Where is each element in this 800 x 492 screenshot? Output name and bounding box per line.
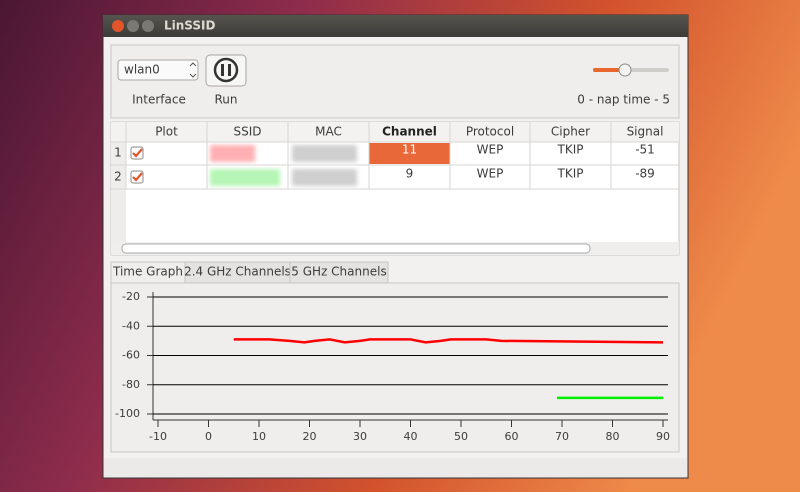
pause-icon bbox=[213, 57, 239, 83]
column-header[interactable]: Cipher bbox=[551, 125, 590, 139]
close-button[interactable] bbox=[112, 20, 124, 32]
slider-fill bbox=[593, 68, 623, 72]
column-header[interactable]: Plot bbox=[155, 125, 178, 139]
tab-label[interactable]: 2.4 GHz Channels bbox=[184, 265, 291, 279]
combo-arrows bbox=[189, 62, 197, 78]
status-bar bbox=[104, 458, 687, 477]
series-line bbox=[233, 338, 664, 344]
row-number: 2 bbox=[114, 170, 122, 184]
row-number: 1 bbox=[114, 146, 122, 160]
table-header bbox=[111, 122, 679, 142]
cell-signal: -89 bbox=[635, 167, 655, 181]
minimize-button[interactable] bbox=[127, 20, 139, 32]
y-tick-label: -100 bbox=[115, 407, 140, 420]
x-tick-label: 0 bbox=[205, 430, 212, 443]
x-tick-label: 10 bbox=[252, 430, 266, 443]
blurred-mac bbox=[292, 145, 357, 162]
interface-combo[interactable] bbox=[117, 59, 199, 81]
cell-protocol: WEP bbox=[477, 143, 504, 157]
interface-label: Interface bbox=[132, 93, 186, 107]
pause-bar bbox=[228, 64, 231, 76]
nap-label: 0 - nap time - 5 bbox=[577, 93, 670, 107]
column-header[interactable]: Signal bbox=[627, 125, 664, 139]
run-label: Run bbox=[214, 93, 237, 107]
slider-handle[interactable] bbox=[618, 63, 632, 77]
column-header[interactable]: SSID bbox=[233, 125, 261, 139]
x-tick-label: 60 bbox=[505, 430, 519, 443]
cell-protocol: WEP bbox=[477, 167, 504, 181]
y-tick-label: -60 bbox=[122, 349, 140, 362]
cell-cipher: TKIP bbox=[557, 143, 584, 157]
cell-channel: 11 bbox=[402, 143, 417, 157]
cell-signal: -51 bbox=[635, 143, 655, 157]
tab[interactable] bbox=[289, 261, 389, 284]
y-tick-label: -20 bbox=[122, 290, 140, 303]
x-tick-label: 20 bbox=[303, 430, 317, 443]
x-tick-label: 90 bbox=[656, 430, 670, 443]
blurred-ssid bbox=[210, 169, 280, 186]
y-tick-label: -80 bbox=[122, 378, 140, 391]
x-tick-label: 70 bbox=[555, 430, 569, 443]
check-mark bbox=[132, 172, 143, 182]
column-header[interactable]: Protocol bbox=[466, 125, 514, 139]
window-title: LinSSID bbox=[164, 19, 216, 33]
x-tick-label: 40 bbox=[404, 430, 418, 443]
x-tick-label: 80 bbox=[606, 430, 620, 443]
tab-label[interactable]: 5 GHz Channels bbox=[291, 265, 386, 279]
cell-channel: 9 bbox=[406, 167, 414, 181]
x-tick-label: 50 bbox=[454, 430, 468, 443]
column-header[interactable]: Channel bbox=[382, 125, 437, 139]
row-header-column bbox=[111, 142, 126, 242]
title-bar bbox=[103, 15, 688, 37]
x-tick-label: 30 bbox=[353, 430, 367, 443]
interface-value: wlan0 bbox=[124, 63, 160, 77]
check-mark bbox=[132, 148, 143, 158]
pause-bar bbox=[221, 64, 224, 76]
selected-cell bbox=[369, 143, 450, 164]
blurred-mac bbox=[292, 169, 357, 186]
maximize-button[interactable] bbox=[142, 20, 154, 32]
column-header[interactable]: MAC bbox=[315, 125, 342, 139]
run-button[interactable] bbox=[205, 54, 247, 87]
tab-label[interactable]: Time Graph bbox=[112, 265, 183, 279]
x-tick-label: -10 bbox=[149, 430, 167, 443]
blurred-ssid bbox=[210, 145, 255, 162]
y-tick-label: -40 bbox=[122, 319, 140, 332]
toolbar-panel bbox=[110, 44, 680, 119]
cell-cipher: TKIP bbox=[557, 167, 584, 181]
scrollbar-handle[interactable] bbox=[121, 243, 591, 254]
